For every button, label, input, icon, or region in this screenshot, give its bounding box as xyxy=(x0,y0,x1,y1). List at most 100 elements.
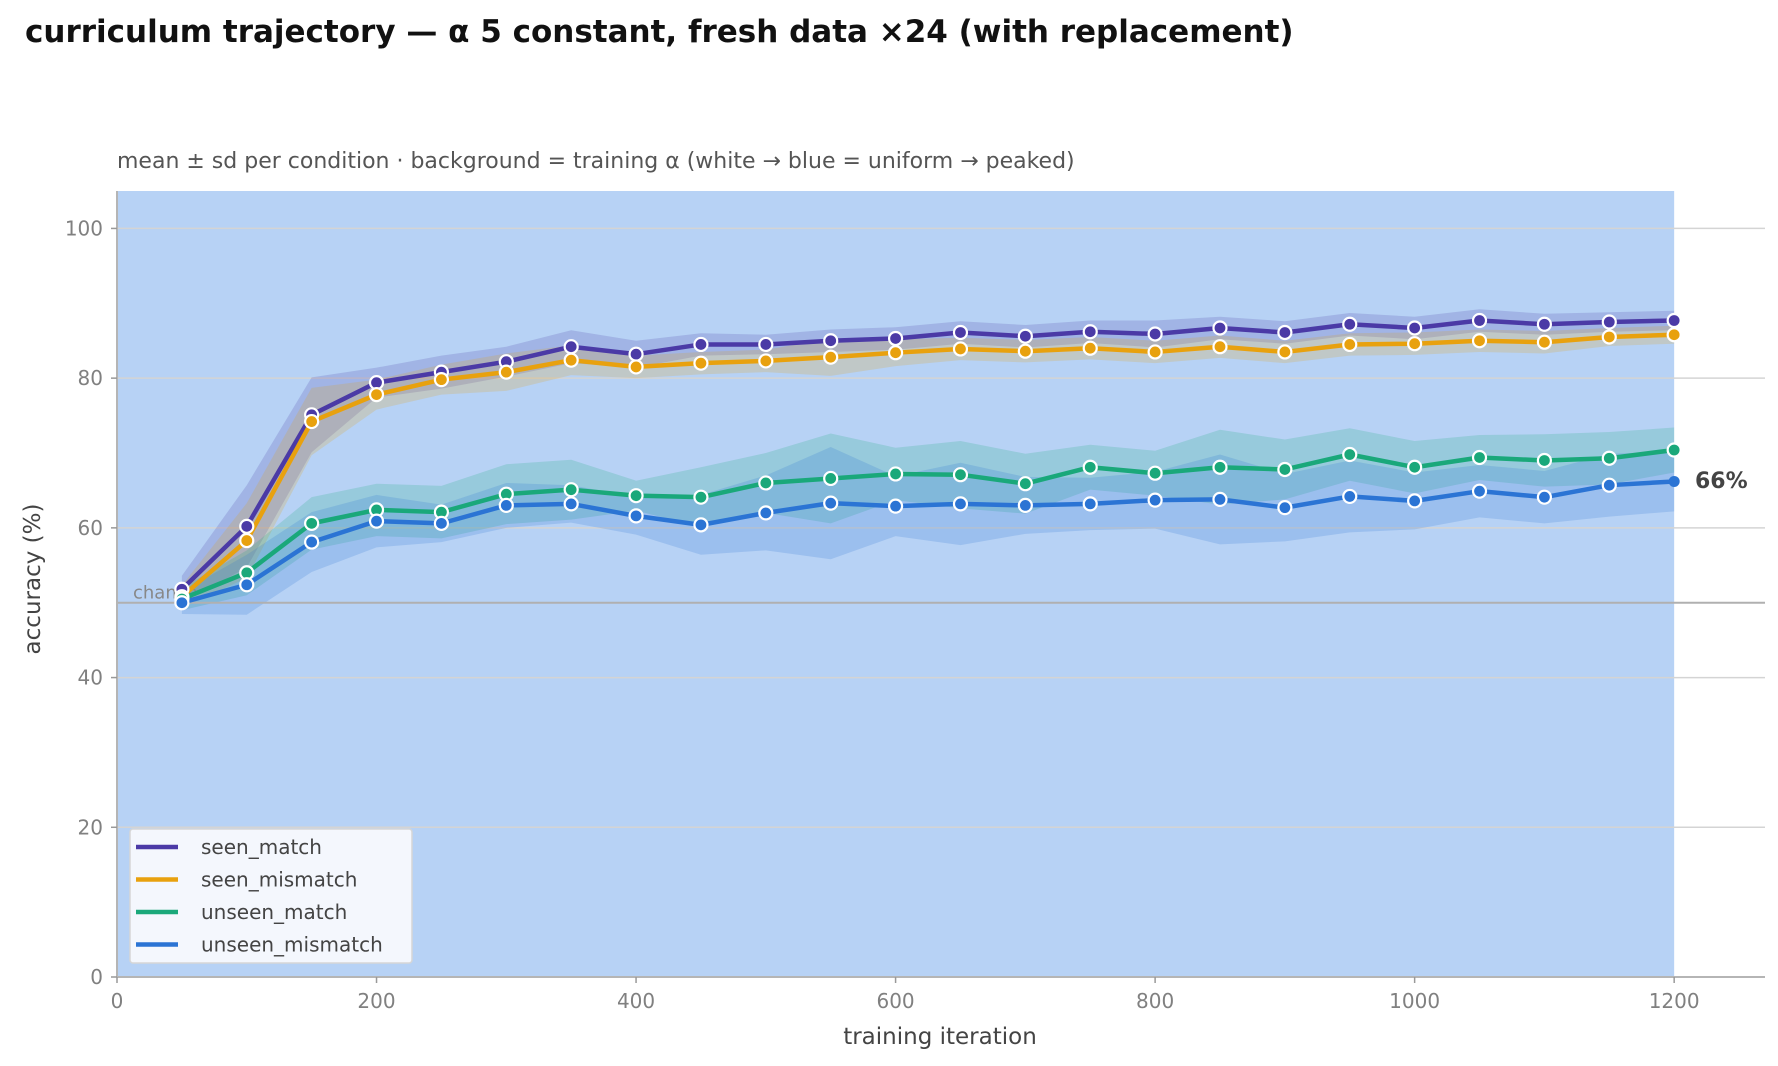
x-tick-label-0: 0 xyxy=(111,989,124,1013)
point-unseen_mismatch-1050 xyxy=(1471,483,1488,499)
point-unseen_mismatch-1100 xyxy=(1536,489,1553,505)
axes xyxy=(116,191,1765,978)
point-unseen_mismatch-650 xyxy=(952,496,969,512)
legend-label-seen_mismatch: seen_mismatch xyxy=(201,868,357,892)
point-unseen_match-1150 xyxy=(1601,450,1617,466)
point-seen_mismatch-400 xyxy=(628,359,644,375)
point-unseen_match-850 xyxy=(1212,459,1228,475)
point-unseen_match-450 xyxy=(693,489,709,505)
series-lines xyxy=(179,318,1677,605)
y-tick-label-0: 0 xyxy=(90,965,103,989)
point-seen_mismatch-450 xyxy=(693,355,709,371)
point-unseen_match-500 xyxy=(758,475,774,491)
legend-label-unseen_match: unseen_match xyxy=(201,900,347,924)
series-points xyxy=(174,312,1682,611)
point-seen_mismatch-900 xyxy=(1277,344,1293,360)
point-unseen_match-800 xyxy=(1147,465,1163,481)
tick-labels: 0 200 400 600 800 1000 1200 0 20 40 60 80 100 xyxy=(65,216,1700,1013)
point-seen_match-350 xyxy=(563,339,579,355)
x-tick-label-1000: 1000 xyxy=(1389,989,1440,1013)
point-unseen_match-700 xyxy=(1017,476,1033,492)
point-seen_mismatch-1150 xyxy=(1601,329,1617,345)
point-seen_mismatch-850 xyxy=(1212,339,1228,355)
point-seen_mismatch-200 xyxy=(368,387,385,403)
point-unseen_mismatch-400 xyxy=(628,508,644,524)
point-unseen_mismatch-600 xyxy=(887,498,904,514)
point-unseen_match-900 xyxy=(1277,461,1293,478)
point-unseen_mismatch-250 xyxy=(433,515,450,531)
point-seen_match-500 xyxy=(758,336,774,353)
point-seen_mismatch-550 xyxy=(823,349,839,365)
x-tick-label-1200: 1200 xyxy=(1649,989,1700,1013)
point-seen_match-450 xyxy=(693,336,709,353)
point-unseen_mismatch-850 xyxy=(1212,491,1228,508)
point-unseen_mismatch-200 xyxy=(368,513,385,529)
point-seen_mismatch-150 xyxy=(304,413,320,430)
series-line-unseen_match xyxy=(179,447,1677,602)
point-unseen_match-1000 xyxy=(1407,459,1423,475)
y-tick-label-40: 40 xyxy=(78,666,103,690)
point-unseen_mismatch-350 xyxy=(563,496,579,512)
point-seen_match-1200 xyxy=(1666,312,1682,329)
legend-label-unseen_mismatch: unseen_mismatch xyxy=(201,933,383,957)
point-seen_mismatch-100 xyxy=(239,532,255,549)
x-tick-label-200: 200 xyxy=(357,989,395,1013)
point-seen_match-800 xyxy=(1147,326,1163,342)
point-seen_match-1050 xyxy=(1471,312,1488,329)
point-unseen_match-1200 xyxy=(1666,442,1682,458)
point-seen_mismatch-500 xyxy=(758,353,774,369)
point-seen_match-550 xyxy=(823,333,839,349)
point-unseen_mismatch-950 xyxy=(1342,488,1358,505)
point-unseen_match-950 xyxy=(1342,446,1358,463)
y-tick-label-20: 20 xyxy=(78,815,103,839)
point-seen_match-950 xyxy=(1342,316,1358,332)
point-unseen_match-650 xyxy=(952,467,969,483)
x-tick-label-400: 400 xyxy=(617,989,655,1013)
point-unseen_match-350 xyxy=(563,482,579,498)
point-seen_mismatch-250 xyxy=(433,372,450,388)
point-seen_match-400 xyxy=(628,346,644,362)
point-seen_match-700 xyxy=(1017,328,1033,344)
point-unseen_mismatch-1200 xyxy=(1668,475,1680,487)
point-seen_mismatch-350 xyxy=(563,352,579,368)
point-unseen_match-1100 xyxy=(1536,452,1553,469)
point-seen_match-650 xyxy=(952,324,969,341)
point-unseen_match-750 xyxy=(1082,459,1098,475)
point-seen_match-1100 xyxy=(1536,316,1553,332)
point-seen_mismatch-650 xyxy=(952,341,969,357)
point-seen_mismatch-800 xyxy=(1147,344,1163,360)
point-unseen_mismatch-550 xyxy=(823,495,839,511)
point-unseen_mismatch-450 xyxy=(693,517,709,533)
legend: seen_match seen_mismatch unseen_matchunsee… xyxy=(129,828,413,964)
chart-subtitle: mean ± sd per condition · background = t… xyxy=(117,149,1075,174)
point-seen_match-600 xyxy=(887,330,904,347)
point-unseen_mismatch-100 xyxy=(239,577,255,593)
series-line-seen_mismatch xyxy=(179,332,1677,599)
x-axis-label: training iteration xyxy=(843,1024,1037,1050)
point-seen_match-1150 xyxy=(1601,314,1617,330)
point-seen_match-750 xyxy=(1082,324,1098,340)
point-unseen_mismatch-50 xyxy=(174,595,190,611)
point-unseen_match-400 xyxy=(628,488,644,504)
point-seen_match-1000 xyxy=(1407,320,1423,336)
point-unseen_match-1050 xyxy=(1471,449,1488,466)
point-unseen_mismatch-900 xyxy=(1277,500,1293,516)
point-seen_match-900 xyxy=(1277,324,1293,341)
point-unseen_mismatch-1000 xyxy=(1407,493,1423,509)
point-seen_mismatch-1200 xyxy=(1666,327,1682,343)
point-unseen_mismatch-300 xyxy=(498,497,514,513)
point-seen_mismatch-300 xyxy=(498,364,514,380)
point-seen_mismatch-1050 xyxy=(1471,333,1488,349)
x-tick-label-800: 800 xyxy=(1136,989,1174,1013)
point-unseen_mismatch-800 xyxy=(1147,492,1163,508)
y-axis-label: accuracy (%) xyxy=(20,504,46,655)
point-unseen_match-600 xyxy=(887,466,904,482)
point-unseen_mismatch-1150 xyxy=(1601,477,1617,493)
point-seen_match-850 xyxy=(1212,320,1228,336)
point-seen_mismatch-700 xyxy=(1017,343,1033,359)
series-line-seen_match xyxy=(179,318,1677,592)
series-line-unseen_mismatch xyxy=(179,479,1677,605)
point-seen_mismatch-600 xyxy=(887,345,904,361)
sd-band-unseen_match xyxy=(181,427,1675,611)
